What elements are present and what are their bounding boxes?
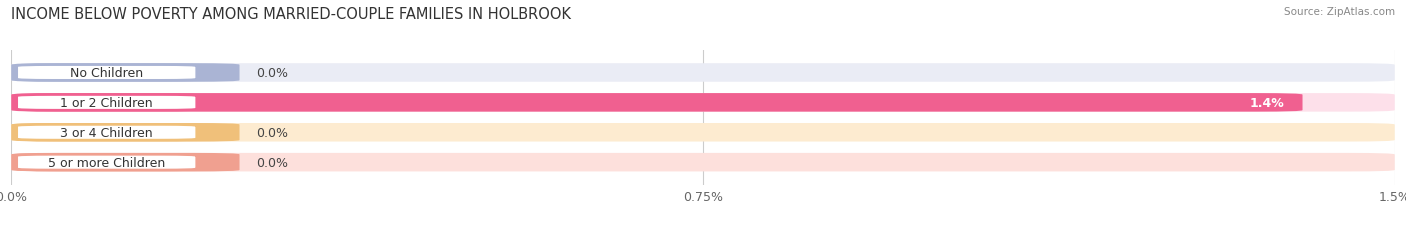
Text: 0.0%: 0.0%	[256, 126, 288, 139]
FancyBboxPatch shape	[17, 95, 197, 111]
Text: 5 or more Children: 5 or more Children	[48, 156, 166, 169]
FancyBboxPatch shape	[11, 94, 1302, 112]
Text: 0.0%: 0.0%	[256, 156, 288, 169]
FancyBboxPatch shape	[11, 64, 1395, 82]
FancyBboxPatch shape	[11, 153, 239, 172]
FancyBboxPatch shape	[17, 155, 197, 170]
Text: INCOME BELOW POVERTY AMONG MARRIED-COUPLE FAMILIES IN HOLBROOK: INCOME BELOW POVERTY AMONG MARRIED-COUPL…	[11, 7, 571, 22]
Text: 1.4%: 1.4%	[1250, 97, 1284, 109]
FancyBboxPatch shape	[17, 65, 197, 81]
FancyBboxPatch shape	[11, 153, 1395, 172]
Text: No Children: No Children	[70, 67, 143, 80]
Text: 0.0%: 0.0%	[256, 67, 288, 80]
Text: Source: ZipAtlas.com: Source: ZipAtlas.com	[1284, 7, 1395, 17]
FancyBboxPatch shape	[11, 123, 239, 142]
Text: 1 or 2 Children: 1 or 2 Children	[60, 97, 153, 109]
FancyBboxPatch shape	[17, 125, 197, 140]
FancyBboxPatch shape	[11, 94, 1395, 112]
Text: 3 or 4 Children: 3 or 4 Children	[60, 126, 153, 139]
FancyBboxPatch shape	[11, 123, 1395, 142]
FancyBboxPatch shape	[11, 64, 239, 82]
